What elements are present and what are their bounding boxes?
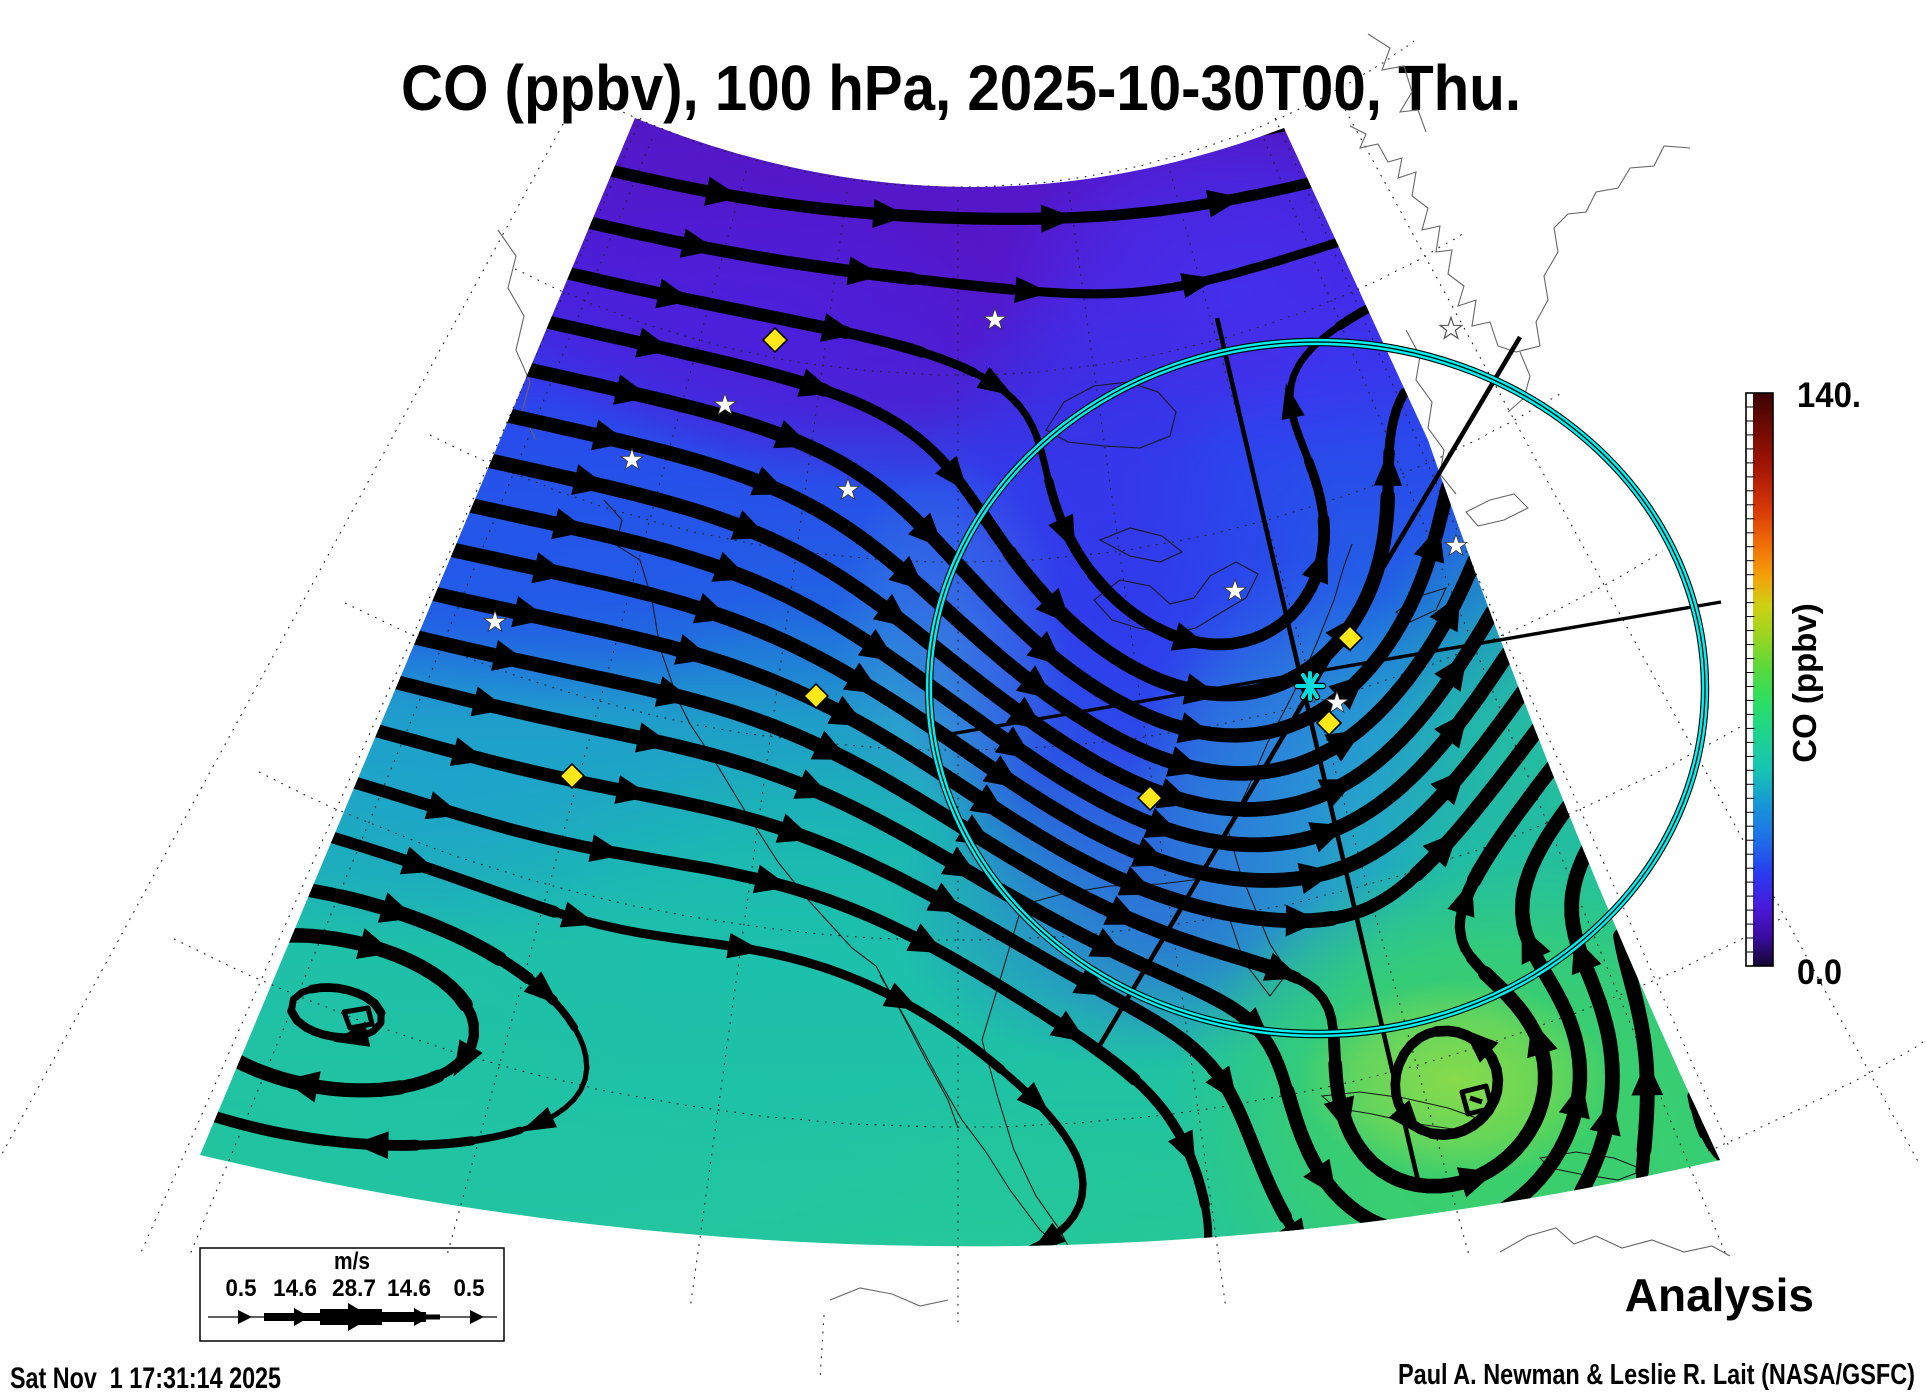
svg-text:CO (ppbv), 100 hPa, 2025-10-30: CO (ppbv), 100 hPa, 2025-10-30T00, Thu. — [401, 52, 1521, 124]
svg-text:28.7: 28.7 — [332, 1275, 376, 1302]
svg-text:140.: 140. — [1797, 376, 1861, 415]
svg-text:Analysis: Analysis — [1625, 1269, 1814, 1321]
svg-text:14.6: 14.6 — [273, 1275, 317, 1302]
svg-text:14.6: 14.6 — [387, 1275, 431, 1302]
svg-text:Paul A. Newman & Leslie R. Lai: Paul A. Newman & Leslie R. Lait (NASA/GS… — [1398, 1359, 1915, 1391]
svg-text:0.5: 0.5 — [454, 1275, 485, 1302]
svg-text:0.0: 0.0 — [1797, 953, 1842, 992]
svg-text:CO (ppbv): CO (ppbv) — [1786, 603, 1823, 762]
svg-text:m/s: m/s — [334, 1248, 370, 1275]
svg-text:0.5: 0.5 — [226, 1275, 257, 1302]
svg-text:Sat Nov 1 17:31:14 2025: Sat Nov 1 17:31:14 2025 — [10, 1362, 281, 1394]
